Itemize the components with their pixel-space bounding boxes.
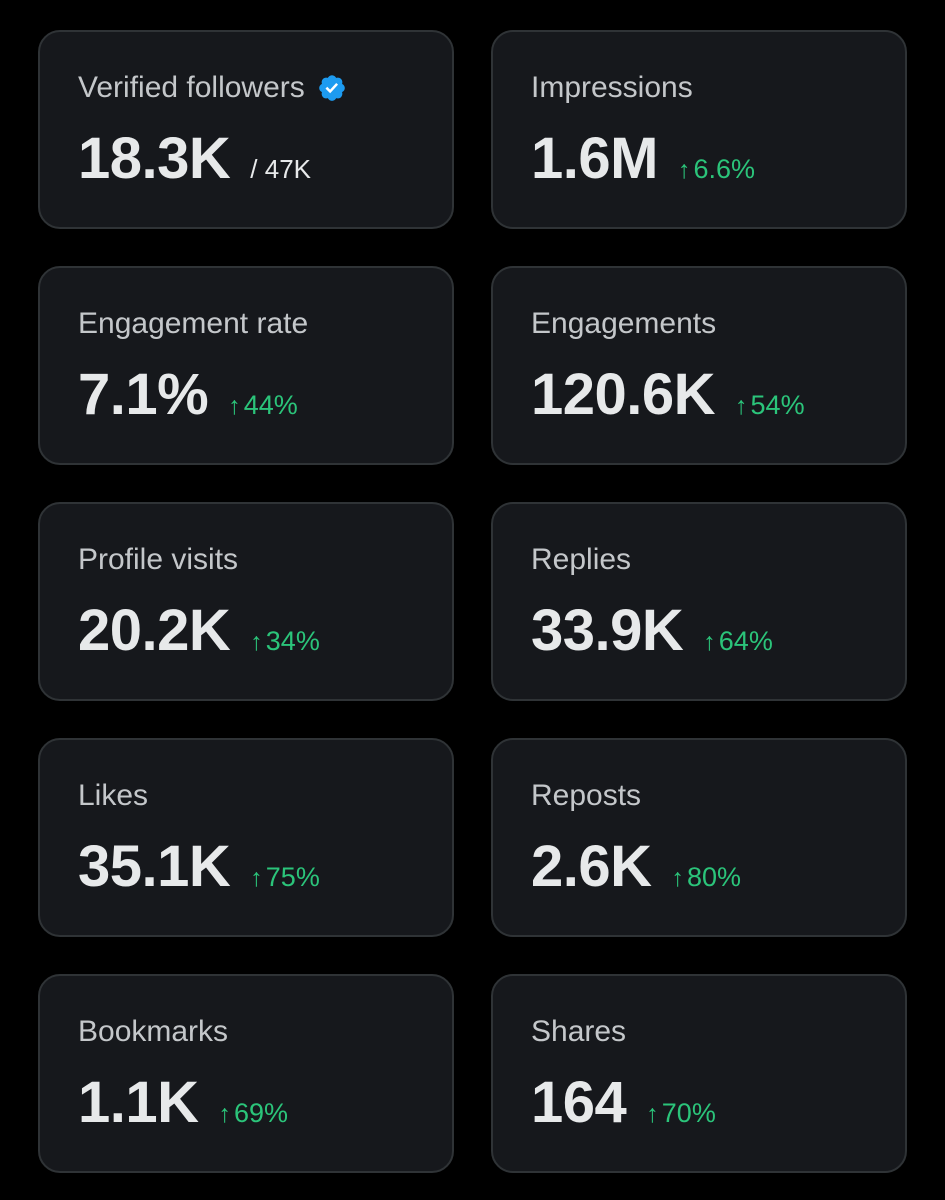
metric-label: Engagements bbox=[531, 307, 717, 340]
metric-change: ↑ 34% bbox=[250, 626, 320, 657]
metric-card-engagement-rate[interactable]: Engagement rate 7.1% ↑ 44% bbox=[38, 266, 454, 465]
arrow-up-icon: ↑ bbox=[677, 156, 691, 184]
metric-change-value: 44% bbox=[243, 390, 298, 420]
metric-card-impressions[interactable]: Impressions 1.6M ↑ 6.6% bbox=[491, 30, 907, 229]
metric-card-verified-followers[interactable]: Verified followers 18.3K / 47K bbox=[38, 30, 454, 229]
metric-label: Profile visits bbox=[78, 543, 239, 576]
metric-value: 33.9K bbox=[531, 598, 684, 663]
metric-change: ↑ 75% bbox=[250, 862, 320, 893]
metric-value: 7.1% bbox=[78, 362, 209, 427]
metric-change-value: 54% bbox=[750, 390, 805, 420]
metric-value: 120.6K bbox=[531, 362, 716, 427]
arrow-up-icon: ↑ bbox=[671, 864, 685, 892]
analytics-metrics-grid: Verified followers 18.3K / 47K Impressio… bbox=[38, 30, 907, 1173]
metric-label: Replies bbox=[531, 543, 632, 576]
metric-value: 20.2K bbox=[78, 598, 231, 663]
metric-card-reposts[interactable]: Reposts 2.6K ↑ 80% bbox=[491, 738, 907, 937]
metric-label: Bookmarks bbox=[78, 1015, 229, 1048]
metric-value: 2.6K bbox=[531, 834, 652, 899]
metric-card-replies[interactable]: Replies 33.9K ↑ 64% bbox=[491, 502, 907, 701]
metric-card-likes[interactable]: Likes 35.1K ↑ 75% bbox=[38, 738, 454, 937]
metric-change-value: 70% bbox=[661, 1098, 716, 1128]
metric-card-engagements[interactable]: Engagements 120.6K ↑ 54% bbox=[491, 266, 907, 465]
metric-change-value: 64% bbox=[718, 626, 773, 656]
metric-change-value: 75% bbox=[265, 862, 320, 892]
metric-value: 1.1K bbox=[78, 1070, 199, 1135]
metric-change-value: 80% bbox=[687, 862, 742, 892]
metric-change: ↑ 6.6% bbox=[678, 154, 755, 185]
metric-value: 18.3K bbox=[78, 126, 231, 191]
metric-card-bookmarks[interactable]: Bookmarks 1.1K ↑ 69% bbox=[38, 974, 454, 1173]
metric-label: Engagement rate bbox=[78, 307, 309, 340]
metric-change: ↑ 44% bbox=[228, 390, 298, 421]
metric-value: 35.1K bbox=[78, 834, 231, 899]
metric-label: Verified followers bbox=[78, 71, 305, 104]
metric-change-value: 69% bbox=[234, 1098, 289, 1128]
metric-value: 1.6M bbox=[531, 126, 658, 191]
metric-label: Likes bbox=[78, 779, 149, 812]
metric-change: ↑ 54% bbox=[735, 390, 805, 421]
metric-change: ↑ 69% bbox=[219, 1098, 289, 1129]
metric-total: / 47K bbox=[250, 154, 311, 184]
metric-change-value: 6.6% bbox=[693, 154, 755, 184]
metric-label: Reposts bbox=[531, 779, 642, 812]
metric-label: Impressions bbox=[531, 71, 693, 104]
arrow-up-icon: ↑ bbox=[646, 1100, 659, 1128]
arrow-up-icon: ↑ bbox=[735, 392, 748, 420]
metric-change: ↑ 70% bbox=[646, 1098, 716, 1129]
metric-label: Shares bbox=[531, 1015, 627, 1048]
metric-change: ↑ 64% bbox=[703, 626, 773, 657]
arrow-up-icon: ↑ bbox=[228, 392, 241, 420]
arrow-up-icon: ↑ bbox=[250, 864, 263, 892]
metric-change: ↑ 80% bbox=[672, 862, 742, 893]
metric-card-shares[interactable]: Shares 164 ↑ 70% bbox=[491, 974, 907, 1173]
metric-card-profile-visits[interactable]: Profile visits 20.2K ↑ 34% bbox=[38, 502, 454, 701]
metric-value: 164 bbox=[531, 1070, 627, 1135]
verified-badge-icon bbox=[317, 73, 347, 103]
arrow-up-icon: ↑ bbox=[703, 628, 716, 656]
arrow-up-icon: ↑ bbox=[218, 1100, 232, 1128]
metric-change-value: 34% bbox=[265, 626, 320, 656]
arrow-up-icon: ↑ bbox=[250, 628, 263, 656]
